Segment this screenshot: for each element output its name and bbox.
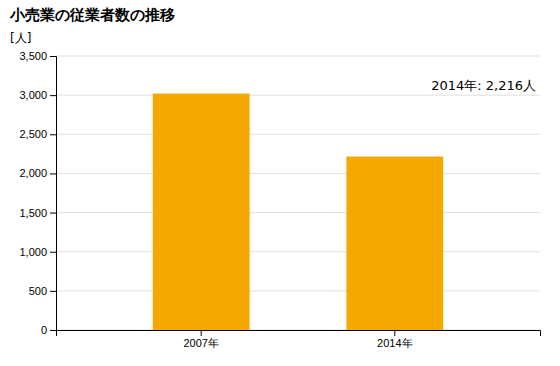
tick-mark [50, 134, 56, 135]
annotation: 2014年: 2,216人 [431, 78, 536, 93]
y-tick: 3,000 [19, 89, 56, 101]
grid-line [56, 56, 540, 57]
x-tick: 2007年 [183, 330, 218, 349]
y-tick: 1,500 [19, 207, 56, 219]
tick-label: 2007年 [183, 337, 218, 349]
plot-area: 05001,0001,5002,0002,5003,0003,5002007年2… [19, 50, 540, 349]
title: 小売業の従業者数の推移 [9, 6, 175, 24]
tick-label: 3,000 [19, 89, 47, 101]
y-axis-label: [人] [10, 31, 31, 45]
grid-line [56, 251, 540, 252]
tick-mark [50, 56, 56, 57]
x-axis: 2007年 2014年 [57, 330, 541, 349]
grid-line [56, 134, 540, 135]
tick-mark [50, 173, 56, 174]
bar [346, 157, 443, 330]
chart: 05001,0001,5002,0002,5003,0003,5002007年2… [0, 0, 560, 366]
grid-line [56, 212, 540, 213]
tick-mark [50, 252, 56, 253]
tick-mark [50, 291, 56, 292]
tick-mark [50, 213, 56, 214]
bar [153, 94, 250, 330]
tick-mark [50, 95, 56, 96]
grid-line [56, 290, 540, 291]
y-tick: 500 [29, 285, 56, 297]
tick-label: 2014年 [377, 337, 412, 349]
y-tick: 3,500 [19, 50, 56, 62]
tick-label: 1,000 [19, 246, 47, 258]
x-tick: 2014年 [377, 330, 412, 349]
bars [153, 94, 443, 330]
grid-line [56, 95, 540, 96]
grid [56, 56, 540, 330]
tick-label: 0 [41, 324, 47, 336]
tick-mark [394, 330, 395, 336]
tick-label: 1,500 [19, 207, 47, 219]
tick-label: 3,500 [19, 50, 47, 62]
axis-domain [50, 57, 57, 331]
axis-domain [57, 331, 541, 337]
grid-line [56, 173, 540, 174]
y-tick: 1,000 [19, 246, 56, 258]
y-tick: 2,500 [19, 128, 56, 140]
y-tick: 0 [41, 324, 56, 336]
tick-label: 2,000 [19, 167, 47, 179]
y-tick: 2,000 [19, 167, 56, 179]
tick-label: 500 [29, 285, 47, 297]
y-axis: 0 500 1,000 1,500 2,000 2,500 3,000 3,500 [19, 50, 56, 336]
tick-label: 2,500 [19, 128, 47, 140]
tick-mark [50, 330, 56, 331]
tick-mark [201, 330, 202, 336]
